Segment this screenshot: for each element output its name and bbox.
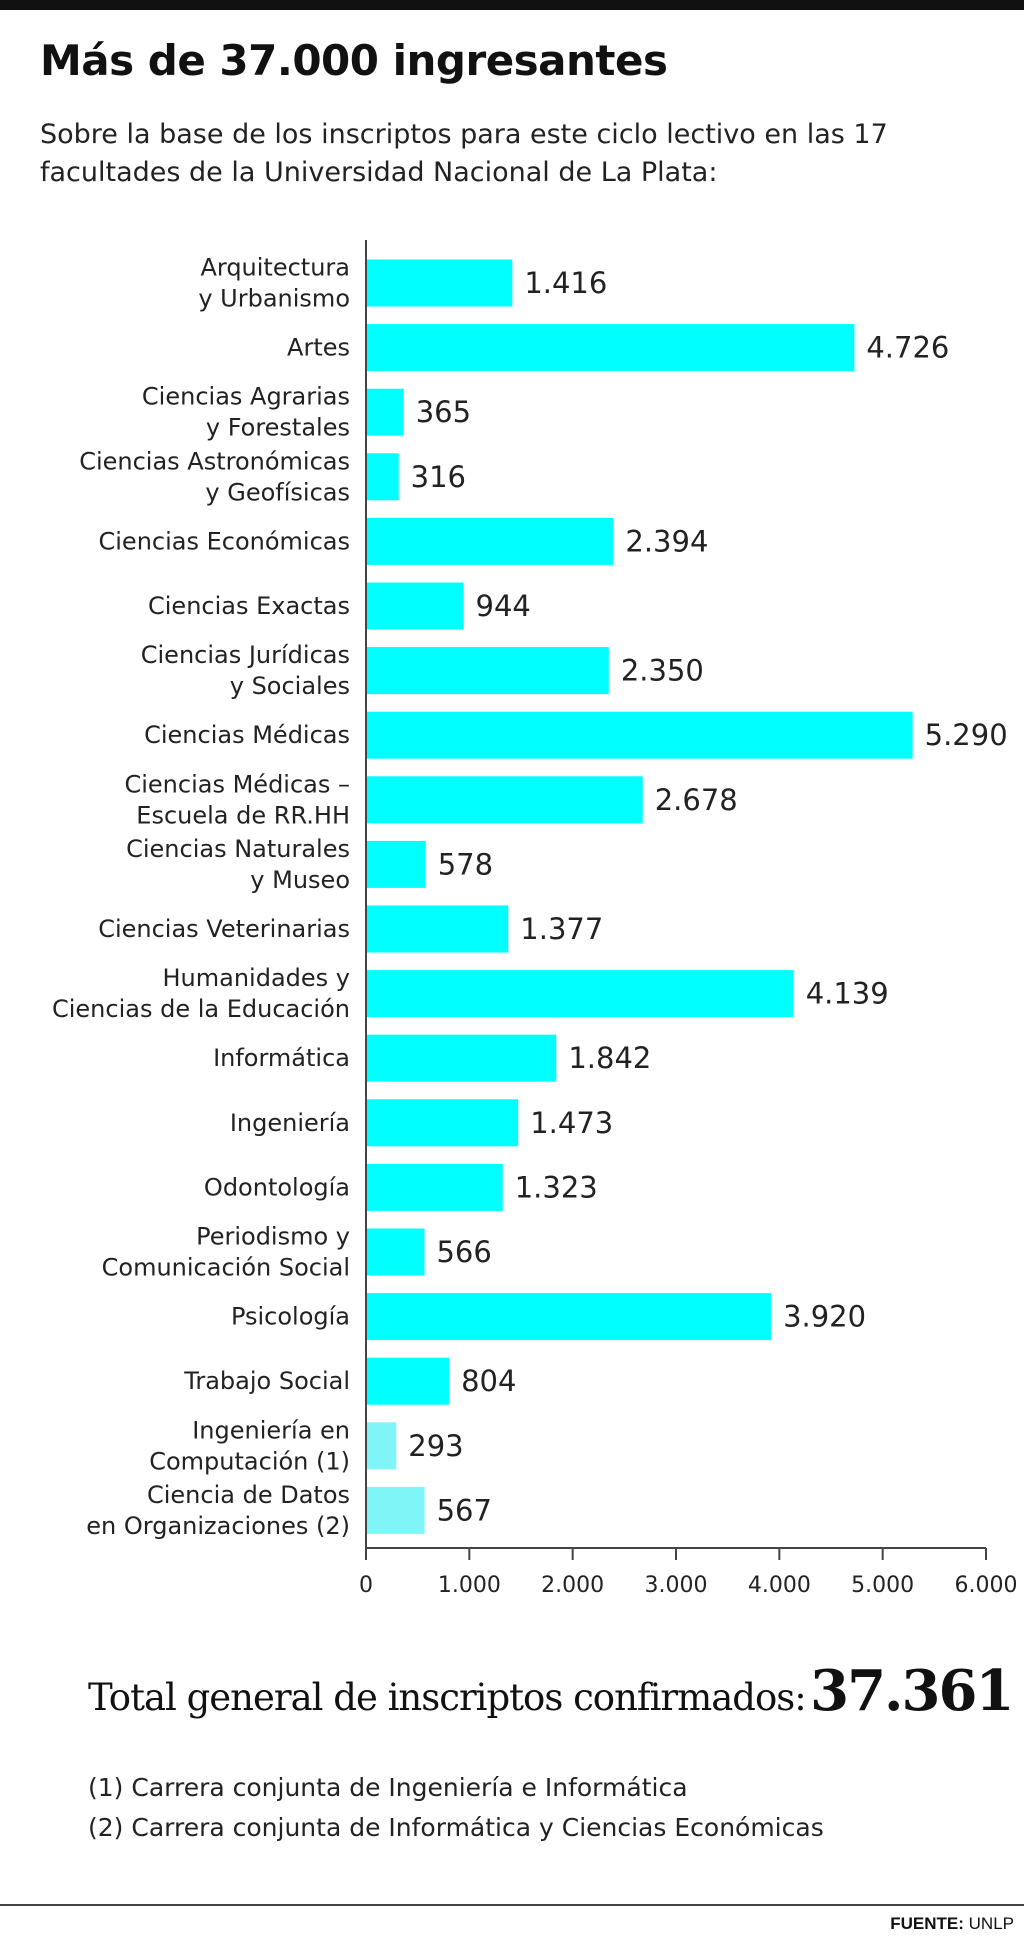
value-label-row-2: 4.726 <box>866 331 949 365</box>
total-line: Total general de inscriptos confirmados:… <box>88 1658 1014 1724</box>
value-label-row-20: 567 <box>437 1493 492 1527</box>
value-label-row-5: 2.394 <box>625 524 708 558</box>
x-tick-label-4: 3.000 <box>645 1573 708 1598</box>
category-label-row-15: Odontología <box>204 1173 350 1201</box>
category-label-row-16: Periodismo y Comunicación Social <box>102 1223 350 1282</box>
source-label: FUENTE: <box>890 1914 964 1933</box>
bar-row-8 <box>366 711 913 759</box>
category-label-row-8: Ciencias Médicas <box>144 721 350 749</box>
value-label-row-10: 578 <box>438 847 493 881</box>
bar-row-18 <box>366 1357 450 1405</box>
x-tick-label-1: 0 <box>359 1573 373 1598</box>
value-label-row-12: 4.139 <box>806 977 889 1011</box>
bar-row-12 <box>366 970 794 1018</box>
x-tick-label-5: 4.000 <box>748 1573 811 1598</box>
value-label-row-6: 944 <box>476 589 531 623</box>
category-label-row-10: Ciencias Naturales y Museo <box>126 835 350 894</box>
category-label-row-11: Ciencias Veterinarias <box>98 915 350 943</box>
value-label-row-7: 2.350 <box>621 654 704 688</box>
category-label-row-12: Humanidades y Ciencias de la Educación <box>52 964 350 1023</box>
bar-row-11 <box>366 905 509 953</box>
x-tick-label-2: 1.000 <box>438 1573 501 1598</box>
top-rule <box>0 0 1024 10</box>
bar-row-3 <box>366 388 404 436</box>
x-tick-label-6: 5.000 <box>851 1573 914 1598</box>
x-tick-label-3: 2.000 <box>541 1573 604 1598</box>
value-label-row-13: 1.842 <box>568 1041 651 1075</box>
bar-row-4 <box>366 453 399 501</box>
bar-row-9 <box>366 776 643 824</box>
category-label-row-13: Informática <box>213 1044 350 1072</box>
bar-chart: 1.416 Arquitectura y Urbanismo 4.726 Artes 36… <box>52 240 1018 1598</box>
value-label-row-15: 1.323 <box>515 1170 598 1204</box>
chart-subtitle: Sobre la base de los inscriptos para est… <box>40 119 888 188</box>
category-label-row-5: Ciencias Económicas <box>99 527 351 555</box>
bar-row-5 <box>366 517 614 565</box>
value-label-row-19: 293 <box>408 1429 463 1463</box>
value-label-row-14: 1.473 <box>530 1106 613 1140</box>
bottom-rule <box>0 1904 1024 1906</box>
value-label-row-4: 316 <box>411 460 466 494</box>
bar-row-2 <box>366 324 855 372</box>
category-label-row-4: Ciencias Astronómicas y Geofísicas <box>79 447 350 506</box>
footnotes: (1) Carrera conjunta de Ingeniería e Inf… <box>88 1768 988 1848</box>
bar-row-17 <box>366 1293 772 1341</box>
category-label-row-2: Artes <box>287 334 350 362</box>
category-label-row-7: Ciencias Jurídicas y Sociales <box>141 641 350 700</box>
bar-row-6 <box>366 582 464 630</box>
category-label-row-19: Ingeniería en Computación (1) <box>149 1416 350 1475</box>
category-label-row-14: Ingeniería <box>230 1109 350 1137</box>
footnote-1: (1) Carrera conjunta de Ingeniería e Inf… <box>88 1773 688 1802</box>
bar-row-19 <box>366 1422 397 1470</box>
category-label-row-1: Arquitectura y Urbanismo <box>198 254 350 313</box>
category-label-row-6: Ciencias Exactas <box>148 592 350 620</box>
bar-row-13 <box>366 1034 557 1082</box>
bar-row-1 <box>366 259 513 307</box>
x-tick-label-7: 6.000 <box>955 1573 1018 1598</box>
value-label-row-17: 3.920 <box>783 1300 866 1334</box>
category-label-row-17: Psicología <box>231 1303 350 1331</box>
total-label: Total general de inscriptos confirmados: <box>88 1676 807 1719</box>
bar-row-14 <box>366 1099 519 1147</box>
value-label-row-9: 2.678 <box>655 783 738 817</box>
source-credit: FUENTE: UNLP <box>890 1914 1014 1934</box>
value-label-row-8: 5.290 <box>925 718 1008 752</box>
bar-row-7 <box>366 647 609 695</box>
source-value: UNLP <box>968 1914 1014 1933</box>
total-value: 37.361 <box>810 1658 1014 1724</box>
category-label-row-20: Ciencia de Datos en Organizaciones (2) <box>86 1481 350 1540</box>
bar-row-15 <box>366 1163 503 1211</box>
category-label-row-3: Ciencias Agrarias y Forestales <box>142 383 350 442</box>
value-label-row-11: 1.377 <box>520 912 603 946</box>
category-label-row-9: Ciencias Médicas – Escuela de RR.HH <box>124 770 350 829</box>
footnote-2: (2) Carrera conjunta de Informática y Ci… <box>88 1813 824 1842</box>
value-label-row-18: 804 <box>461 1364 516 1398</box>
value-label-row-1: 1.416 <box>524 266 607 300</box>
value-label-row-16: 566 <box>436 1235 491 1269</box>
chart-title: Más de 37.000 ingresantes <box>40 36 668 85</box>
bar-row-16 <box>366 1228 425 1276</box>
bar-row-10 <box>366 840 426 888</box>
category-label-row-18: Trabajo Social <box>183 1367 350 1395</box>
bar-row-20 <box>366 1486 425 1534</box>
value-label-row-3: 365 <box>416 395 471 429</box>
